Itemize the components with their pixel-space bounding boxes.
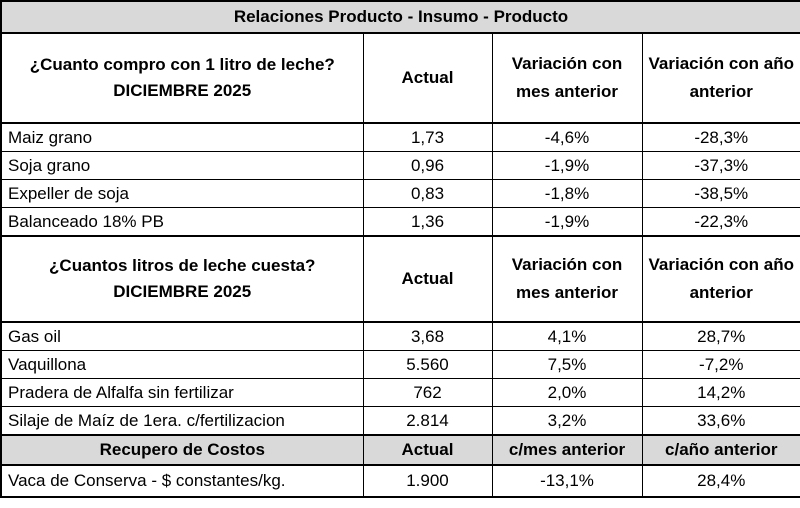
section2-question: ¿Cuantos litros de leche cuesta? DICIEMB…	[0, 235, 364, 323]
row-label: Pradera de Alfalfa sin fertilizar	[0, 378, 364, 407]
row-actual: 762	[362, 378, 493, 407]
table-row: Vaca de Conserva - $ constantes/kg. 1.90…	[0, 464, 800, 498]
section2-header-row: ¿Cuantos litros de leche cuesta? DICIEMB…	[0, 235, 800, 323]
section1-question-text: ¿Cuanto compro con 1 litro de leche?	[29, 55, 335, 74]
section3-title: Recupero de Costos	[0, 434, 364, 466]
section1-period: DICIEMBRE 2025	[113, 81, 252, 100]
row-var-anio: 33,6%	[641, 406, 800, 436]
section1-col-var-mes: Variación con mes anterior	[491, 32, 643, 124]
row-actual: 3,68	[362, 321, 493, 351]
row-var-mes: -1,9%	[491, 151, 643, 180]
row-var-mes: 4,1%	[491, 321, 643, 351]
row-var-mes: 3,2%	[491, 406, 643, 436]
row-var-anio: 14,2%	[641, 378, 800, 407]
table-row: Balanceado 18% PB 1,36 -1,9% -22,3%	[0, 207, 800, 237]
table-row: Silaje de Maíz de 1era. c/fertilizacion …	[0, 406, 800, 436]
table-row: Gas oil 3,68 4,1% 28,7%	[0, 321, 800, 351]
row-label: Maiz grano	[0, 122, 364, 152]
row-actual: 0,83	[362, 179, 493, 208]
row-label: Balanceado 18% PB	[0, 207, 364, 237]
section2-col-var-anio: Variación con año anterior	[641, 235, 800, 323]
section2-question-text: ¿Cuantos litros de leche cuesta?	[49, 256, 316, 275]
section3-col-actual: Actual	[362, 434, 493, 466]
row-var-anio: -7,2%	[641, 350, 800, 379]
row-label: Vaquillona	[0, 350, 364, 379]
section1-col-actual: Actual	[362, 32, 493, 124]
table-row: Expeller de soja 0,83 -1,8% -38,5%	[0, 179, 800, 208]
row-var-mes: -4,6%	[491, 122, 643, 152]
section2-period: DICIEMBRE 2025	[113, 282, 252, 301]
row-label: Silaje de Maíz de 1era. c/fertilizacion	[0, 406, 364, 436]
table-title: Relaciones Producto - Insumo - Producto	[0, 0, 800, 34]
section3-col-var-mes: c/mes anterior	[491, 434, 643, 466]
row-var-mes: -1,9%	[491, 207, 643, 237]
section2-col-actual: Actual	[362, 235, 493, 323]
row-actual: 1,73	[362, 122, 493, 152]
table-row: Pradera de Alfalfa sin fertilizar 762 2,…	[0, 378, 800, 407]
row-label: Vaca de Conserva - $ constantes/kg.	[0, 464, 364, 498]
section1-col-var-anio: Variación con año anterior	[641, 32, 800, 124]
row-var-anio: -37,3%	[641, 151, 800, 180]
row-var-anio: -28,3%	[641, 122, 800, 152]
section1-question: ¿Cuanto compro con 1 litro de leche? DIC…	[0, 32, 364, 124]
row-var-anio: -38,5%	[641, 179, 800, 208]
row-actual: 2.814	[362, 406, 493, 436]
table-row: Vaquillona 5.560 7,5% -7,2%	[0, 350, 800, 379]
row-label: Gas oil	[0, 321, 364, 351]
row-var-anio: 28,7%	[641, 321, 800, 351]
section1-header-row: ¿Cuanto compro con 1 litro de leche? DIC…	[0, 32, 800, 124]
row-actual: 1,36	[362, 207, 493, 237]
row-var-mes: 7,5%	[491, 350, 643, 379]
row-var-mes: -1,8%	[491, 179, 643, 208]
table-row: Maiz grano 1,73 -4,6% -28,3%	[0, 122, 800, 152]
table-title-row: Relaciones Producto - Insumo - Producto	[0, 0, 800, 34]
section3-header-row: Recupero de Costos Actual c/mes anterior…	[0, 434, 800, 466]
section3-col-var-anio: c/año anterior	[641, 434, 800, 466]
row-var-mes: -13,1%	[491, 464, 643, 498]
row-label: Expeller de soja	[0, 179, 364, 208]
row-var-anio: -22,3%	[641, 207, 800, 237]
row-actual: 0,96	[362, 151, 493, 180]
row-var-mes: 2,0%	[491, 378, 643, 407]
section2-col-var-mes: Variación con mes anterior	[491, 235, 643, 323]
row-var-anio: 28,4%	[641, 464, 800, 498]
row-label: Soja grano	[0, 151, 364, 180]
row-actual: 1.900	[362, 464, 493, 498]
row-actual: 5.560	[362, 350, 493, 379]
table-row: Soja grano 0,96 -1,9% -37,3%	[0, 151, 800, 180]
